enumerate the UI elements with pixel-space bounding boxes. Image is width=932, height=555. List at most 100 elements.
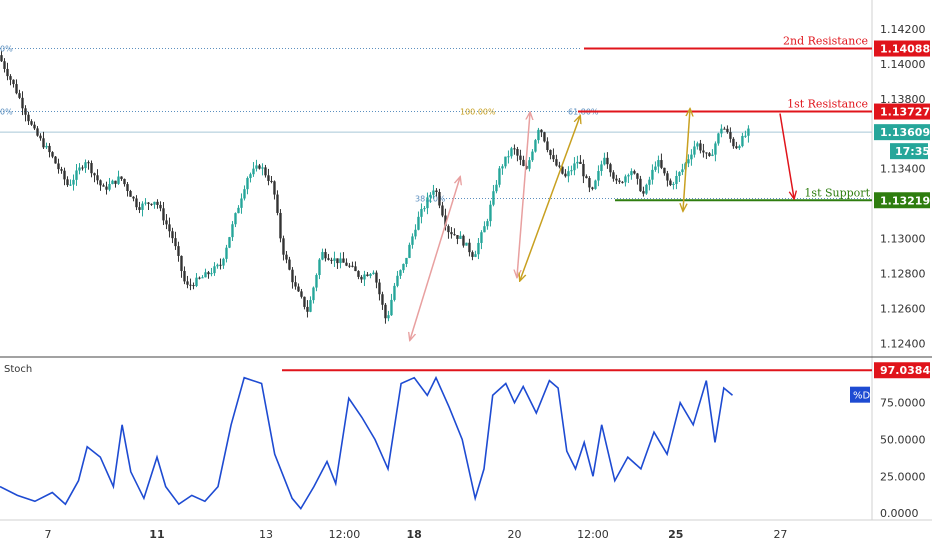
candle-body — [546, 141, 549, 150]
stoch-ticks: 75.0000 50.0000 25.0000 0.0000 — [880, 397, 926, 520]
candle-body — [363, 274, 366, 280]
candle-body — [585, 176, 588, 179]
candle-body — [480, 232, 483, 243]
candle-body — [261, 167, 264, 169]
candle-body — [624, 176, 627, 183]
candle-body — [714, 143, 717, 155]
candle-body — [387, 315, 390, 319]
candle-body — [240, 198, 243, 208]
fib-label: 0% — [0, 45, 13, 54]
time-tick-label: 7 — [44, 528, 51, 541]
candle-body — [438, 192, 441, 206]
candle-body — [42, 138, 45, 148]
candle-body — [474, 254, 477, 257]
first-support-label: 1st Support — [804, 186, 870, 199]
price-tick-label: 1.14000 — [880, 58, 926, 71]
candle-body — [729, 132, 732, 139]
candle-body — [168, 224, 171, 232]
candle-body — [528, 160, 531, 169]
candle-body — [48, 145, 51, 153]
fib-label: 0% — [0, 108, 13, 117]
time-tick-label: 12:00 — [329, 528, 361, 541]
candle-body — [324, 252, 327, 259]
candle-body — [405, 257, 408, 264]
candle-body — [108, 184, 111, 190]
candle-body — [336, 258, 339, 264]
current-price-tag: 1.13609 — [880, 126, 930, 139]
candle-body — [105, 186, 108, 190]
candle-body — [102, 185, 105, 187]
candle-body — [138, 207, 141, 210]
candle-body — [708, 153, 711, 156]
candle-body — [366, 274, 369, 277]
candle-body — [402, 263, 405, 271]
candle-body — [186, 281, 189, 285]
candle-body — [249, 174, 252, 179]
stoch-tick-label: 0.0000 — [880, 507, 919, 520]
candle-body — [441, 205, 444, 216]
candle-body — [198, 277, 201, 279]
price-tick-label: 1.12800 — [880, 267, 926, 280]
price-tick-label: 1.14200 — [880, 23, 926, 36]
second-resistance-tag: 1.14088 — [880, 43, 930, 56]
candle-body — [375, 272, 378, 283]
stoch-level-tag: 97.0384 — [880, 364, 930, 377]
candle-body — [648, 179, 651, 185]
candle-body — [303, 296, 306, 307]
first-resistance-label: 1st Resistance — [787, 98, 868, 111]
candle-body — [291, 269, 294, 283]
candle-body — [273, 181, 276, 195]
candle-body — [606, 157, 609, 165]
candle-body — [201, 277, 204, 279]
candle-body — [672, 183, 675, 185]
candle-body — [732, 138, 735, 147]
candle-body — [258, 165, 261, 169]
candle-body — [63, 170, 66, 180]
candle-body — [360, 276, 363, 280]
candle-body — [390, 299, 393, 316]
time-tick-label: 18 — [407, 528, 422, 541]
candle-body — [522, 159, 525, 166]
time-tick-label: 20 — [507, 528, 521, 541]
candle-body — [600, 164, 603, 172]
candle-body — [171, 231, 174, 239]
candle-body — [459, 235, 462, 239]
candle-body — [120, 176, 123, 179]
candle-body — [75, 170, 78, 180]
candle-body — [432, 190, 435, 195]
candle-body — [270, 180, 273, 182]
candle-body — [15, 84, 18, 94]
candle-body — [132, 196, 135, 199]
candle-body — [543, 132, 546, 142]
candle-body — [633, 171, 636, 174]
candle-body — [627, 175, 630, 177]
candle-body — [12, 79, 15, 85]
candle-body — [678, 172, 681, 176]
timer-tag-bg — [890, 143, 928, 160]
price-tick-label: 1.13000 — [880, 232, 926, 245]
price-tick-label: 1.12600 — [880, 302, 926, 315]
candle-body — [219, 264, 222, 266]
candle-body — [699, 143, 702, 151]
candle-body — [330, 259, 333, 261]
first-support-tag-bg — [874, 192, 930, 209]
candle-body — [471, 252, 474, 257]
candle-body — [225, 247, 228, 259]
candle-body — [267, 175, 270, 181]
stoch-label: Stoch — [4, 364, 32, 375]
candle-body — [6, 68, 9, 77]
candle-body — [30, 121, 33, 125]
candle-body — [519, 155, 522, 160]
candle-body — [177, 246, 180, 256]
candle-body — [540, 129, 543, 133]
candle-body — [747, 128, 750, 136]
candle-body — [603, 157, 606, 165]
candle-body — [483, 226, 486, 233]
candle-body — [18, 93, 21, 98]
candle-body — [666, 173, 669, 181]
candle-body — [180, 255, 183, 271]
candle-body — [702, 150, 705, 153]
candle-body — [150, 203, 153, 205]
candle-body — [294, 282, 297, 287]
candle-body — [123, 178, 126, 185]
